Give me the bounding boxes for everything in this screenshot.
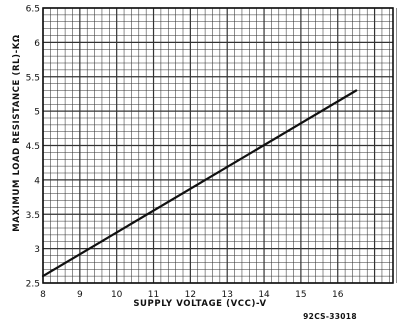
- x-axis-label: SUPPLY VOLTAGE (VCC)-V: [133, 299, 266, 309]
- y-tick-label: 4.5: [26, 142, 40, 152]
- y-tick-label: 4: [34, 176, 40, 186]
- y-axis-label: MAXIMUM LOAD RESISTANCE (RL)-KΩ: [12, 34, 22, 232]
- x-tick-label: 12: [185, 290, 196, 300]
- x-tick-label: 9: [77, 290, 83, 300]
- x-tick-label: 16: [332, 290, 344, 300]
- y-tick-label: 6.5: [26, 5, 40, 15]
- series-layer: [41, 89, 358, 278]
- plot-frame: [42, 7, 394, 284]
- y-tick-label: 3.5: [26, 211, 40, 221]
- x-tick-label: 15: [295, 290, 306, 300]
- y-tick-labels: 2.5 3 3.5 4 4.5 5 5.5 6 6.5: [26, 5, 41, 290]
- x-tick-label: 14: [258, 290, 270, 300]
- series-line-0: [41, 89, 358, 278]
- y-tick-label: 6: [34, 39, 40, 49]
- x-tick-label: 10: [111, 290, 123, 300]
- x-tick-label: 8: [40, 290, 46, 300]
- y-tick-label: 5: [34, 108, 40, 118]
- x-tick-label: 11: [148, 290, 159, 300]
- y-tick-label: 5.5: [26, 73, 40, 83]
- y-tick-label: 3: [34, 245, 40, 255]
- major-grid: [42, 7, 393, 284]
- x-tick-label: 13: [221, 290, 232, 300]
- x-tick-labels: 8 9 10 11 12 13 14 15 16: [40, 290, 344, 300]
- y-tick-label: 2.5: [26, 280, 40, 290]
- figure-code: 92CS-33018: [303, 312, 357, 320]
